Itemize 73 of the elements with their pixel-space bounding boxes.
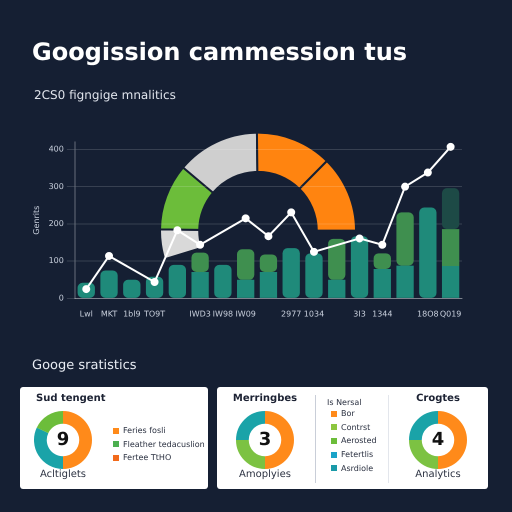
text: Bor (341, 409, 355, 418)
point (424, 168, 432, 177)
point (264, 232, 272, 240)
text: Acltiglets (38, 469, 88, 480)
bar (282, 248, 300, 298)
point (401, 182, 410, 191)
text: 3 (258, 429, 272, 450)
point (287, 208, 296, 216)
point (150, 278, 159, 286)
text: Fertee TtHO (123, 453, 172, 462)
text: Analytics (414, 469, 462, 480)
bar (237, 280, 254, 298)
text: Contrst (341, 422, 370, 432)
bar (214, 264, 232, 298)
x-tick-label: 1bl9 (123, 309, 141, 318)
y-tick-label: 100 (48, 256, 64, 266)
text: Fleather tedacuslion (123, 440, 205, 448)
point (196, 240, 204, 249)
x-tick-label: 18O8 (417, 309, 439, 318)
bar (237, 249, 254, 280)
point (356, 234, 364, 242)
point (378, 240, 386, 249)
y-tick-label: 200 (48, 219, 64, 228)
bar (328, 238, 346, 280)
x-tick-label: IW09 (235, 309, 256, 318)
text: Googe sratistics (32, 358, 137, 373)
bar (396, 266, 414, 298)
x-tick-label: TO9T (142, 309, 166, 318)
text: 9 (56, 429, 70, 450)
y-axis-title: Genrits (32, 206, 41, 235)
bar (350, 236, 368, 298)
bar (305, 253, 323, 298)
x-tick-label: 1034 (304, 309, 324, 318)
bar (328, 280, 346, 298)
point (173, 226, 182, 234)
bar (191, 252, 209, 272)
legend-title: Is Nersal (327, 398, 362, 407)
point (446, 142, 455, 151)
x-tick-label: IWD3 (189, 309, 211, 318)
text: 4 (430, 429, 446, 450)
x-tick-label: MKT (100, 309, 118, 318)
point (105, 252, 114, 260)
point (310, 248, 318, 256)
bar (442, 229, 460, 266)
bar (100, 270, 118, 298)
bar (191, 272, 209, 298)
bar (260, 272, 278, 298)
bar (374, 268, 391, 298)
bar (442, 266, 460, 298)
x-tick-label: Lwl (80, 309, 93, 318)
x-tick-label: 1344 (372, 309, 392, 318)
x-tick-label: IW98 (212, 309, 234, 318)
chart-title: Crogtes (415, 393, 461, 404)
y-tick-label: 300 (48, 182, 64, 191)
chart-title: Merringbes (232, 393, 298, 404)
x-tick-label: Q019 (440, 309, 462, 318)
text: Amoplyies (238, 469, 292, 480)
text: Feries fosli (123, 426, 166, 435)
chart-subtitle: 2CS0 figngige mnalitics (34, 88, 176, 102)
point (242, 214, 250, 222)
y-tick-label: 400 (48, 144, 64, 154)
text: Aerosted (341, 436, 377, 446)
chart-title: Sud tengent (36, 393, 106, 404)
bar (442, 188, 460, 230)
x-tick-label: 2977 (281, 309, 302, 318)
bar (419, 208, 436, 298)
bar (396, 212, 414, 266)
bar (168, 264, 186, 298)
x-tick-label: 3I3 (353, 309, 366, 318)
text: Fetertlis (341, 450, 374, 460)
chart-title: Googission cammession tus (32, 38, 408, 66)
y-tick-label: 0 (58, 293, 64, 302)
text: Asrdiole (341, 464, 374, 473)
